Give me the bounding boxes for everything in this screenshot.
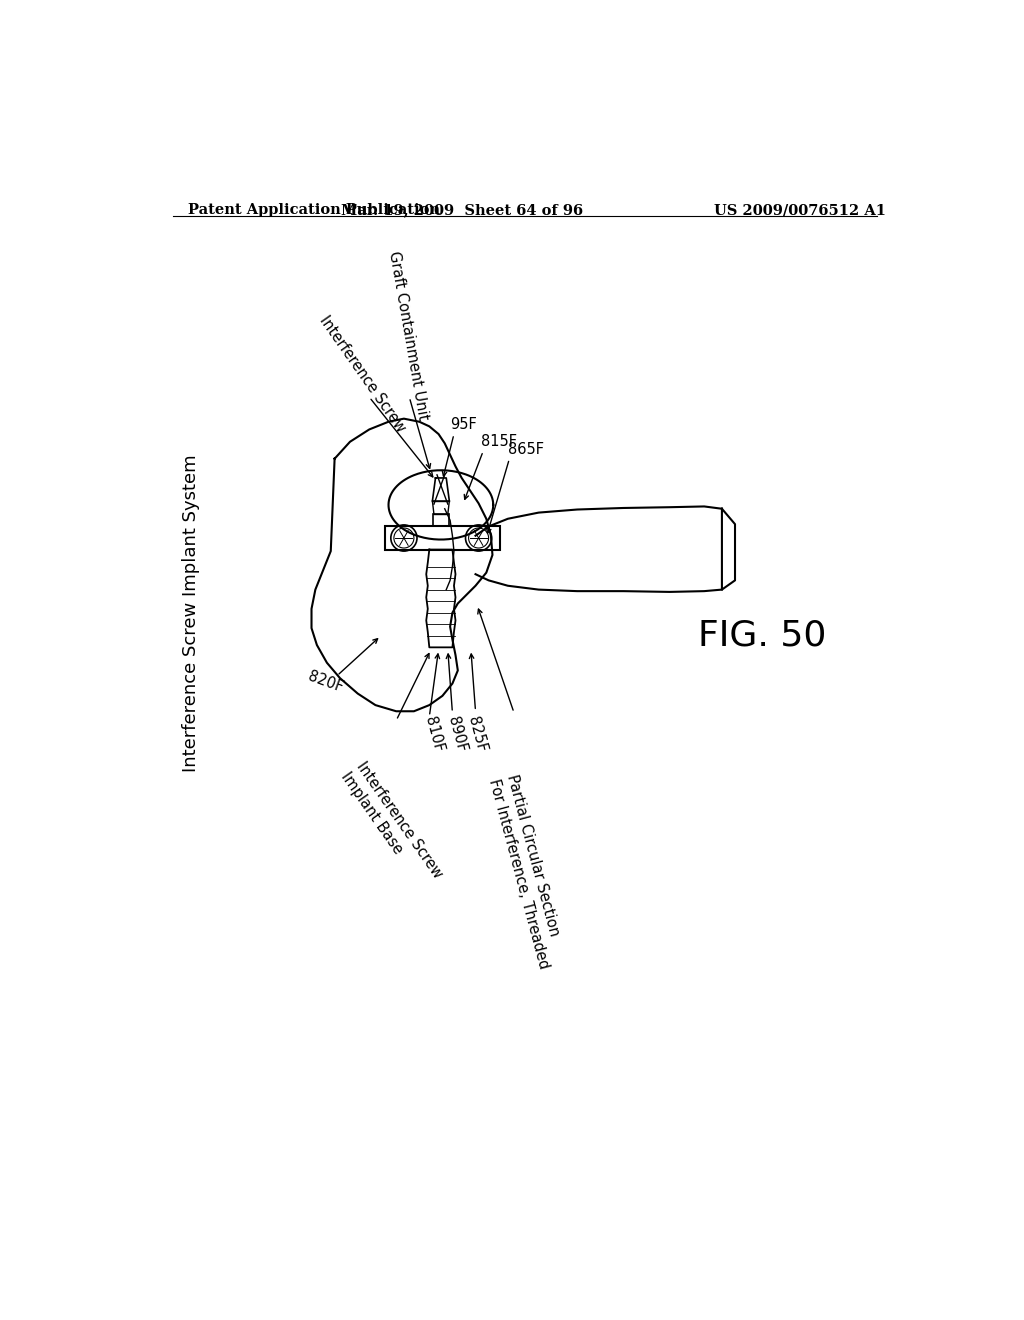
Text: Interference Screw
Implant Base: Interference Screw Implant Base <box>339 759 445 892</box>
Text: Interference Screw: Interference Screw <box>316 313 409 436</box>
Text: 890F: 890F <box>444 715 469 754</box>
Text: US 2009/0076512 A1: US 2009/0076512 A1 <box>715 203 887 216</box>
Text: Patent Application Publication: Patent Application Publication <box>188 203 440 216</box>
Text: Partial Circular Section
For Interference, Threaded: Partial Circular Section For Interferenc… <box>486 774 569 972</box>
Text: FIG. 50: FIG. 50 <box>697 619 826 653</box>
Text: 815F: 815F <box>481 434 517 449</box>
Text: 95F: 95F <box>451 417 477 432</box>
Text: Graft Containment Unit: Graft Containment Unit <box>386 249 431 421</box>
Text: Mar. 19, 2009  Sheet 64 of 96: Mar. 19, 2009 Sheet 64 of 96 <box>341 203 583 216</box>
Text: 865F: 865F <box>508 442 544 457</box>
Text: 825F: 825F <box>466 715 489 754</box>
Text: Interference Screw Implant System: Interference Screw Implant System <box>181 454 200 771</box>
Text: 820F: 820F <box>306 669 345 696</box>
Text: 810F: 810F <box>422 715 445 754</box>
Bar <box>385 527 500 549</box>
